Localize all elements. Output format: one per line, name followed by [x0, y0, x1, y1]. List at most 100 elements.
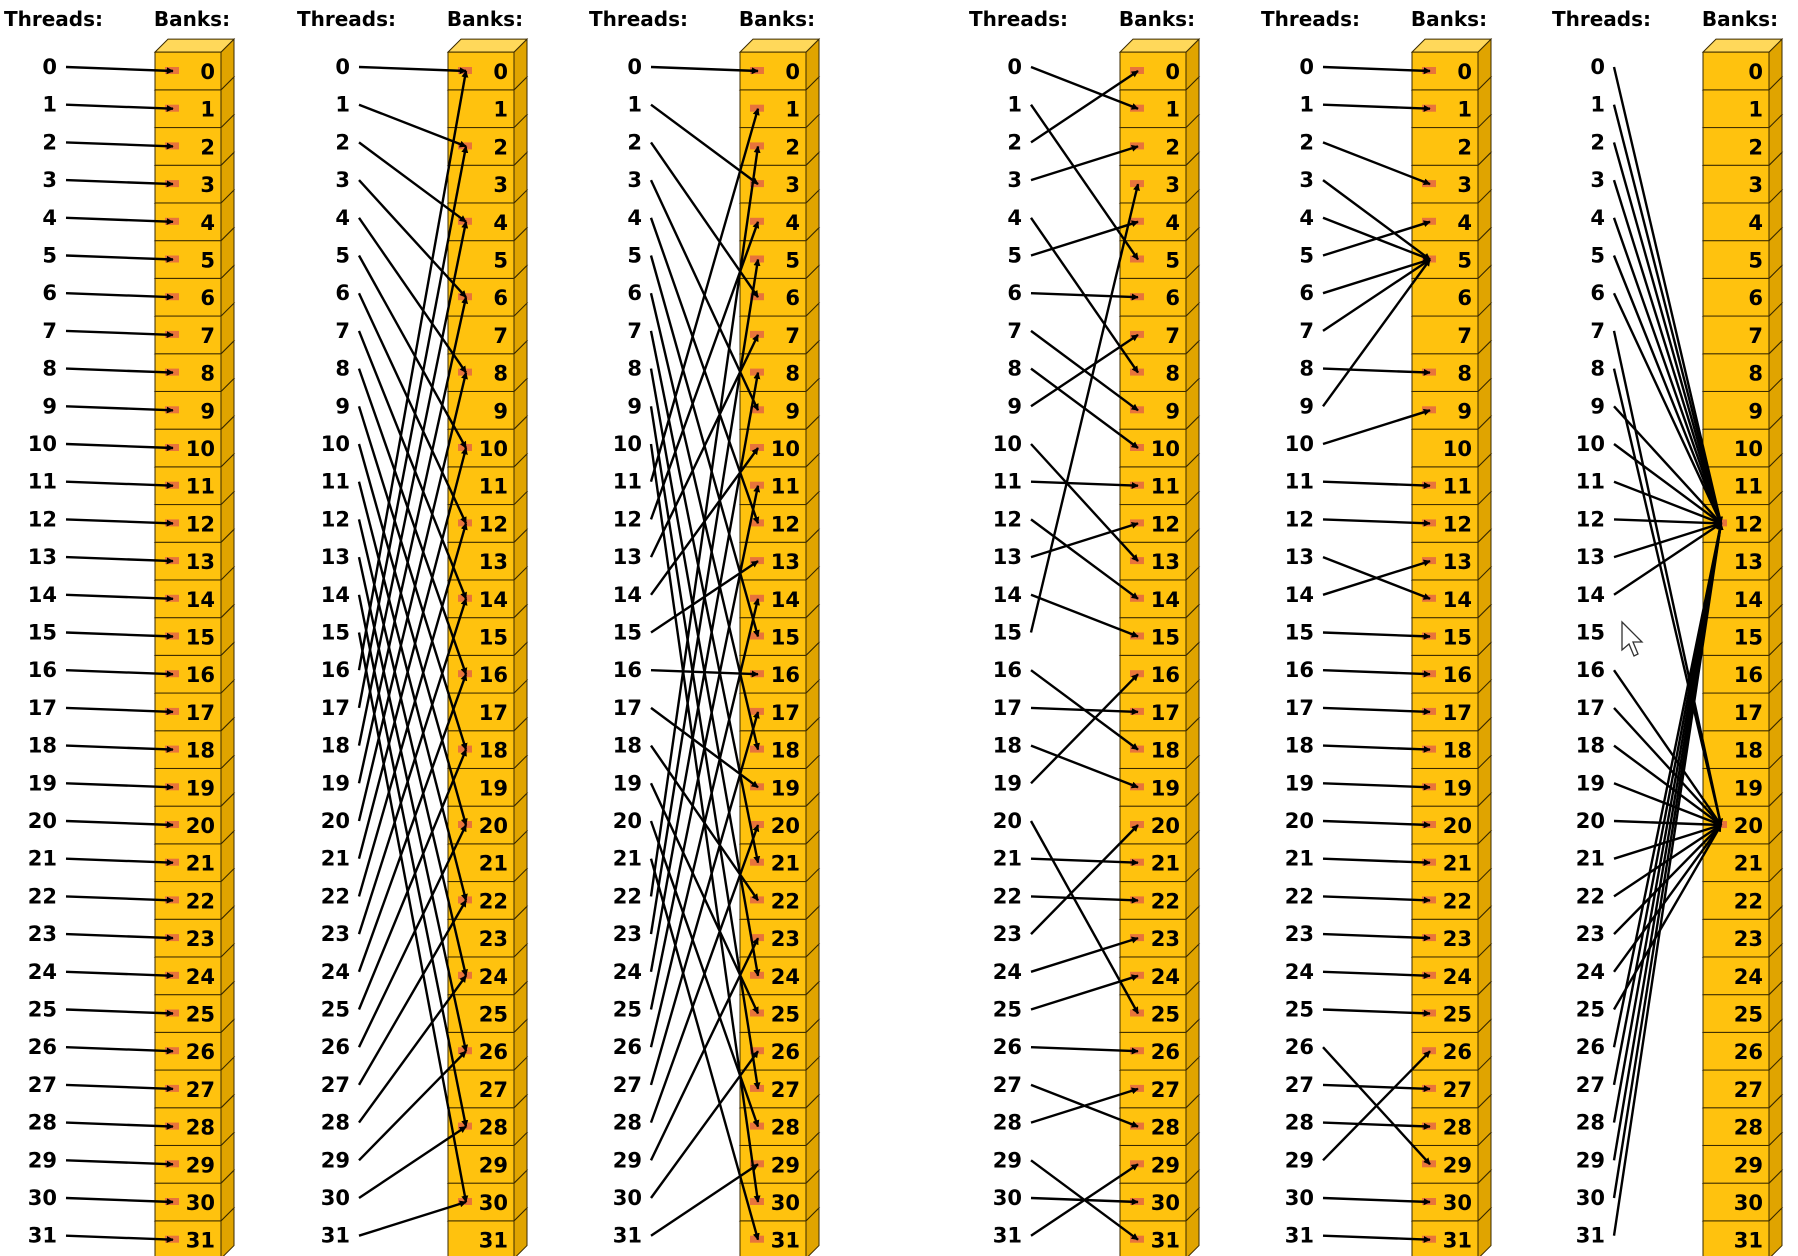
panel-broadcast-to-bank-5: Threads: Banks:31302928272625242322212019… — [1261, 7, 1491, 1256]
thread-number: 27 — [321, 1073, 350, 1097]
bank-number: 19 — [771, 776, 800, 800]
bank-number: 5 — [493, 249, 508, 273]
bank-number: 12 — [771, 512, 800, 536]
thread-number: 1 — [1590, 93, 1605, 117]
bank-number: 9 — [493, 399, 508, 423]
bank-number: 0 — [1748, 60, 1763, 84]
thread-number: 18 — [993, 734, 1022, 758]
bank-number: 27 — [771, 1078, 800, 1102]
thread-number: 21 — [993, 847, 1022, 871]
bank-number: 16 — [479, 663, 508, 687]
bank-number: 22 — [1443, 889, 1472, 913]
bank-number: 28 — [1734, 1116, 1763, 1140]
bank-number: 17 — [1443, 701, 1472, 725]
thread-number: 30 — [1285, 1186, 1314, 1210]
thread-number: 21 — [28, 847, 57, 871]
mouse-cursor-icon — [1622, 622, 1642, 656]
thread-number: 10 — [993, 432, 1022, 456]
bank-number: 20 — [186, 814, 215, 838]
thread-number: 26 — [28, 1035, 57, 1059]
thread-number: 25 — [1285, 998, 1314, 1022]
thread-number: 31 — [1576, 1224, 1605, 1248]
thread-number: 15 — [28, 621, 57, 645]
thread-number: 17 — [993, 696, 1022, 720]
thread-number: 23 — [28, 922, 57, 946]
bank-number: 14 — [186, 588, 215, 612]
thread-number: 8 — [1299, 357, 1314, 381]
bank-number: 6 — [1165, 286, 1180, 310]
panel-random-permutation: Threads: Banks:31302928272625242322212019… — [969, 7, 1199, 1256]
thread-number: 26 — [1576, 1035, 1605, 1059]
bank-number: 3 — [200, 173, 215, 197]
thread-number: 19 — [321, 771, 350, 795]
thread-number: 4 — [335, 206, 350, 230]
bank-number: 16 — [1151, 663, 1180, 687]
bank-number: 11 — [186, 475, 215, 499]
thread-number: 22 — [613, 884, 642, 908]
bank-number: 27 — [1151, 1078, 1180, 1102]
thread-number: 16 — [1576, 658, 1605, 682]
thread-number: 7 — [335, 319, 350, 343]
thread-number: 2 — [42, 130, 57, 154]
thread-number: 10 — [28, 432, 57, 456]
thread-number: 5 — [42, 244, 57, 268]
thread-number: 23 — [613, 922, 642, 946]
thread-number: 1 — [627, 93, 642, 117]
bank-column: 3130292827262524232221201918171615141312… — [1120, 39, 1199, 1256]
bank-number: 18 — [479, 739, 508, 763]
bank-number: 26 — [1734, 1040, 1763, 1064]
thread-number: 13 — [1576, 545, 1605, 569]
banks-header: Banks: — [1411, 7, 1487, 31]
thread-number: 27 — [613, 1073, 642, 1097]
thread-number: 11 — [1285, 470, 1314, 494]
bank-number: 2 — [785, 135, 800, 159]
bank-number: 18 — [771, 739, 800, 763]
bank-number: 13 — [1443, 550, 1472, 574]
bank-number: 1 — [1748, 98, 1763, 122]
bank-number: 5 — [1165, 249, 1180, 273]
thread-number: 31 — [613, 1224, 642, 1248]
thread-number: 0 — [1007, 55, 1022, 79]
bank-number: 6 — [785, 286, 800, 310]
bank-0: 0 — [1120, 39, 1199, 90]
thread-number: 5 — [1590, 244, 1605, 268]
bank-number: 22 — [479, 889, 508, 913]
thread-number: 3 — [1299, 168, 1314, 192]
thread-number: 10 — [321, 432, 350, 456]
thread-number: 29 — [321, 1148, 350, 1172]
bank-number: 24 — [771, 965, 800, 989]
thread-number: 8 — [42, 357, 57, 381]
bank-number: 1 — [1165, 98, 1180, 122]
thread-number: 11 — [321, 470, 350, 494]
thread-number: 25 — [28, 998, 57, 1022]
thread-number: 24 — [1285, 960, 1314, 984]
bank-number: 17 — [186, 701, 215, 725]
panel-linear-addressing-stride-2: Threads: Banks:31302928272625242322212019… — [297, 7, 527, 1256]
thread-number: 12 — [613, 507, 642, 531]
thread-number: 29 — [1285, 1148, 1314, 1172]
bank-number: 2 — [1748, 135, 1763, 159]
thread-number: 20 — [1285, 809, 1314, 833]
thread-number: 3 — [1007, 168, 1022, 192]
thread-number: 30 — [321, 1186, 350, 1210]
thread-number: 5 — [627, 244, 642, 268]
bank-number: 19 — [186, 776, 215, 800]
bank-number: 5 — [1748, 249, 1763, 273]
bank-number: 19 — [1151, 776, 1180, 800]
bank-number: 17 — [1151, 701, 1180, 725]
thread-number: 13 — [613, 545, 642, 569]
bank-number: 6 — [1457, 286, 1472, 310]
thread-number: 15 — [613, 621, 642, 645]
thread-number: 21 — [1576, 847, 1605, 871]
bank-number: 4 — [200, 211, 215, 235]
bank-number: 10 — [186, 437, 215, 461]
thread-number: 5 — [335, 244, 350, 268]
thread-number: 1 — [42, 93, 57, 117]
thread-number: 21 — [321, 847, 350, 871]
bank-number: 27 — [1734, 1078, 1763, 1102]
thread-number: 15 — [1285, 621, 1314, 645]
banks-header: Banks: — [739, 7, 815, 31]
thread-number: 31 — [993, 1224, 1022, 1248]
thread-number: 12 — [28, 507, 57, 531]
thread-number: 29 — [1576, 1148, 1605, 1172]
